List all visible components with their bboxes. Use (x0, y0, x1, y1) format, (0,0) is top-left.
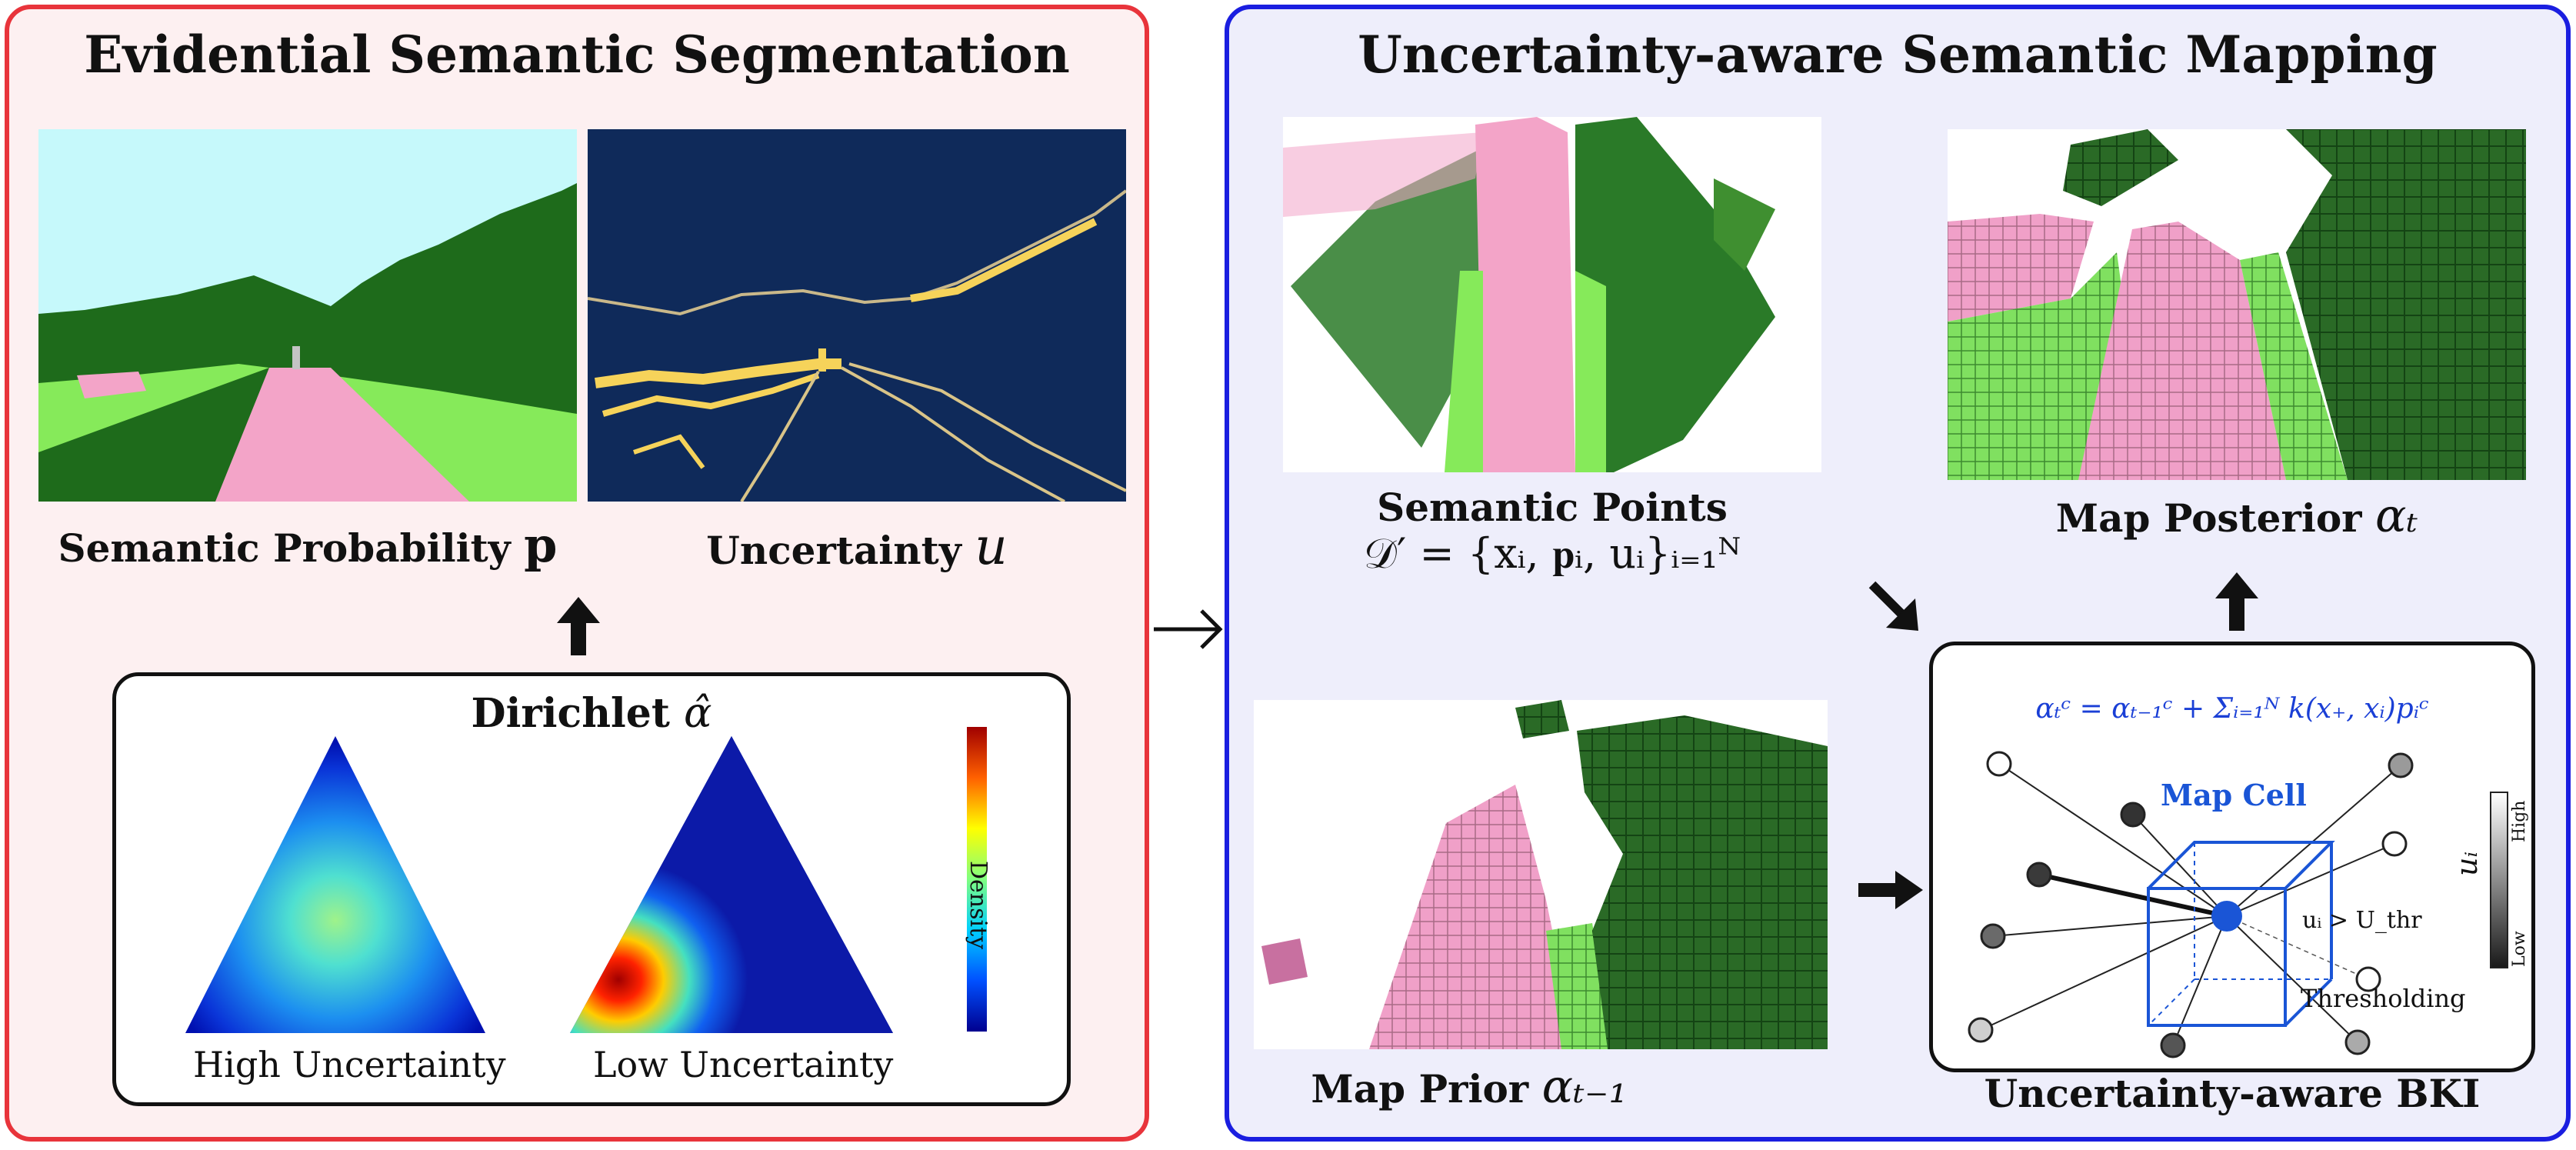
right-panel: Uncertainty-aware Semantic Mapping Seman… (1225, 5, 2571, 1142)
map-prior-symbol: αₜ₋₁ (1541, 1060, 1628, 1114)
scale-symbol: uᵢ (2450, 851, 2484, 876)
semantic-probability-caption: Semantic Probability p (38, 517, 577, 573)
bki-box: αₜᶜ = αₜ₋₁ᶜ + Σᵢ₌₁ᴺ k(x₊, xᵢ)pᵢᶜ (1929, 642, 2535, 1072)
semantic-probability-label: Semantic Probability (58, 525, 511, 571)
left-panel: Evidential Semantic Segmentation (5, 5, 1149, 1142)
semantic-probability-symbol: p (524, 517, 558, 573)
threshold-formula: uᵢ > U_thr (2302, 907, 2422, 934)
map-posterior-label: Map Posterior (2055, 495, 2362, 541)
bki-formula: αₜᶜ = αₜ₋₁ᶜ + Σᵢ₌₁ᴺ k(x₊, xᵢ)pᵢᶜ (2035, 693, 2429, 725)
dirichlet-label: Dirichlet (471, 690, 670, 737)
semantic-points-caption: Semantic Points (1377, 485, 1728, 530)
diagonal-arrow-to-bki (1868, 581, 1918, 631)
map-posterior-image (1948, 129, 2526, 480)
scale-low-label: Low (2510, 931, 2529, 967)
map-cell-label: Map Cell (2161, 778, 2307, 812)
map-prior-image (1254, 700, 1828, 1049)
map-prior-caption: Map Prior αₜ₋₁ (1254, 1060, 1685, 1114)
map-posterior-symbol: αₜ (2374, 489, 2418, 543)
dirichlet-box: Dirichlet α̂ (112, 672, 1071, 1106)
uncertainty-scale-bar (2490, 792, 2508, 968)
high-uncertainty-simplex (185, 736, 485, 1033)
semantic-points-image (1283, 117, 1821, 472)
right-arrow-to-bki (1858, 871, 1923, 909)
uncertainty-image (588, 129, 1126, 502)
map-posterior-caption: Map Posterior αₜ (1948, 489, 2526, 543)
high-uncertainty-label: High Uncertainty (193, 1044, 506, 1085)
bki-diagram (1968, 751, 2414, 1058)
uncertainty-caption: Uncertainty u (588, 517, 1126, 576)
scale-high-label: High (2510, 800, 2529, 842)
semantic-points-formula: 𝒟′ = {xᵢ, 𝐩ᵢ, uᵢ}ᵢ₌₁ᴺ (1363, 529, 1741, 578)
uncertainty-symbol: u (975, 517, 1008, 576)
dirichlet-title: Dirichlet α̂ (116, 688, 1067, 737)
low-uncertainty-simplex (570, 736, 893, 1033)
right-panel-title: Uncertainty-aware Semantic Mapping (1358, 25, 2438, 85)
dirichlet-symbol: α̂ (683, 688, 712, 737)
low-uncertainty-label: Low Uncertainty (593, 1044, 894, 1085)
up-arrow-to-posterior (2215, 572, 2258, 631)
up-arrow-to-captions (557, 597, 600, 655)
bki-caption: Uncertainty-aware BKI (1984, 1071, 2481, 1116)
density-colorbar (967, 727, 987, 1032)
thresholding-label: Thresholding (2301, 984, 2466, 1013)
uncertainty-label: Uncertainty (706, 528, 961, 573)
left-panel-title: Evidential Semantic Segmentation (84, 25, 1070, 85)
map-prior-label: Map Prior (1311, 1066, 1529, 1112)
panel-connector-arrow (1154, 609, 1223, 649)
semantic-segmentation-image (38, 129, 577, 502)
density-label: Density (965, 861, 991, 950)
